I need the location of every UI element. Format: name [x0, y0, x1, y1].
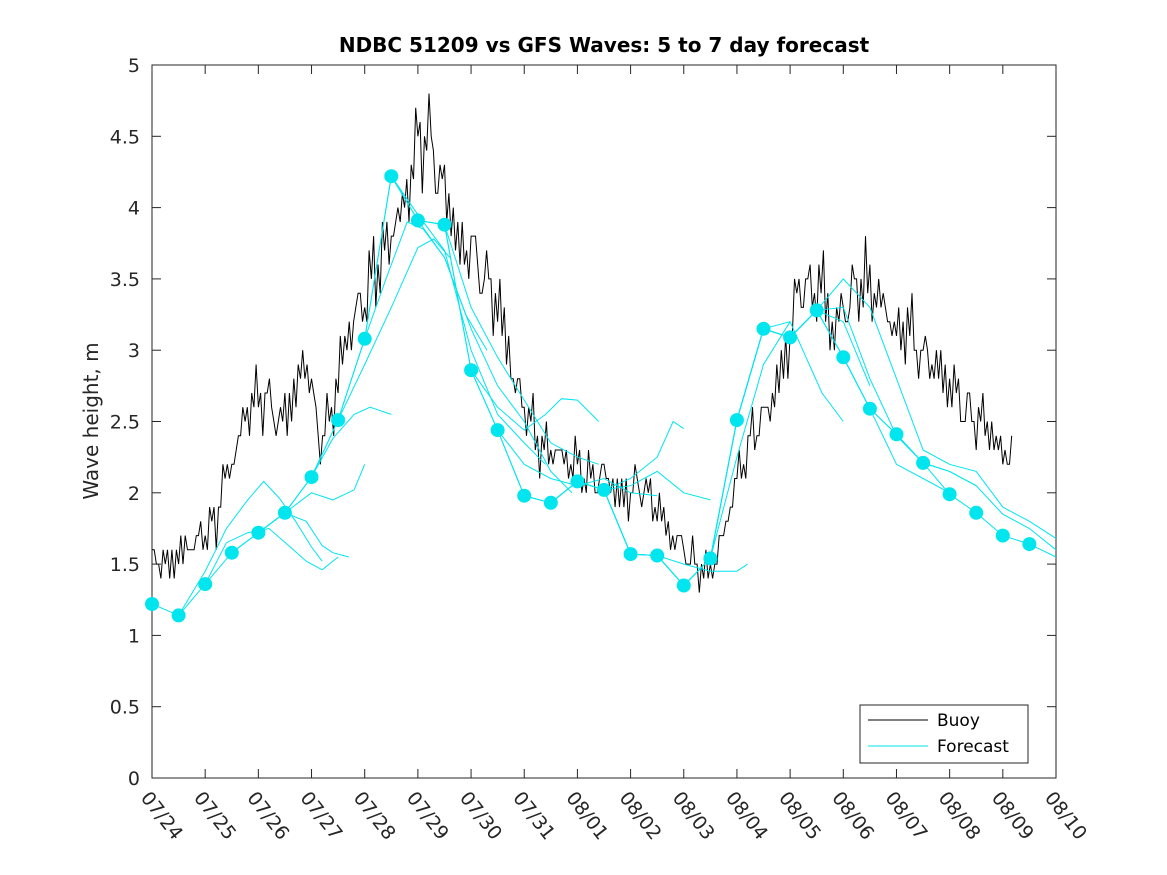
- buoy-series: [152, 93, 1013, 593]
- legend: Buoy Forecast: [859, 704, 1029, 764]
- y-tick-label: 3: [128, 340, 140, 362]
- forecast-marker: [357, 331, 372, 346]
- forecast-marker: [623, 547, 638, 562]
- forecast-marker: [942, 487, 957, 502]
- y-tick-label: 2: [128, 483, 140, 505]
- forecast-marker: [331, 413, 346, 428]
- forecast-marker: [916, 455, 931, 470]
- forecast-marker: [543, 495, 558, 510]
- y-tick-label: 4: [128, 198, 140, 220]
- y-tick-label: 4.5: [110, 126, 140, 148]
- forecast-markers: [145, 169, 1037, 623]
- forecast-marker: [889, 427, 904, 442]
- forecast-marker: [836, 350, 851, 365]
- forecast-marker: [995, 528, 1010, 543]
- y-axis-label: Wave height, m: [79, 342, 103, 499]
- forecast-marker: [198, 577, 213, 592]
- axes-box: [151, 64, 1057, 779]
- forecast-marker: [570, 474, 585, 489]
- forecast-marker: [969, 505, 984, 520]
- chart-title: NDBC 51209 vs GFS Waves: 5 to 7 day fore…: [339, 33, 870, 57]
- forecast-marker: [729, 413, 744, 428]
- y-tick-label: 1: [128, 625, 140, 647]
- forecast-line: [178, 527, 339, 616]
- legend-buoy-label: Buoy: [937, 711, 980, 731]
- forecast-marker: [809, 303, 824, 318]
- forecast-line: [816, 278, 1057, 539]
- forecast-marker: [490, 423, 505, 438]
- forecast-marker: [1022, 537, 1037, 552]
- forecast-marker: [650, 548, 665, 563]
- forecast-line: [151, 480, 323, 617]
- forecast-marker: [304, 470, 319, 485]
- forecast-marker: [171, 608, 186, 623]
- legend-box: [859, 704, 1029, 764]
- forecast-marker: [464, 363, 479, 378]
- y-axis: 0 0.5 1 1.5 2 2.5 3 3.5 4 4.5 5: [110, 55, 1056, 790]
- y-tick-label: 5: [128, 55, 140, 77]
- y-tick-label: 1.5: [110, 554, 140, 576]
- y-tick-label: 0.5: [110, 697, 140, 719]
- plot-area: [151, 64, 1057, 779]
- forecast-marker: [862, 401, 877, 416]
- forecast-marker: [277, 505, 292, 520]
- forecast-marker: [224, 545, 239, 560]
- buoy-line: [152, 93, 1013, 593]
- forecast-marker: [251, 525, 266, 540]
- y-tick-label: 3.5: [110, 269, 140, 291]
- forecast-marker: [703, 551, 718, 566]
- forecast-marker: [597, 482, 611, 497]
- forecast-marker: [676, 578, 691, 593]
- forecast-marker: [437, 217, 452, 232]
- forecast-marker: [410, 213, 425, 228]
- forecast-marker: [783, 330, 798, 345]
- y-tick-label: 2.5: [110, 412, 140, 434]
- legend-forecast-label: Forecast: [937, 737, 1009, 757]
- forecast-marker: [517, 488, 532, 503]
- y-tick-label: 0: [128, 768, 140, 790]
- forecast-marker: [145, 597, 159, 611]
- forecast-marker: [384, 169, 399, 184]
- forecast-marker: [756, 321, 771, 336]
